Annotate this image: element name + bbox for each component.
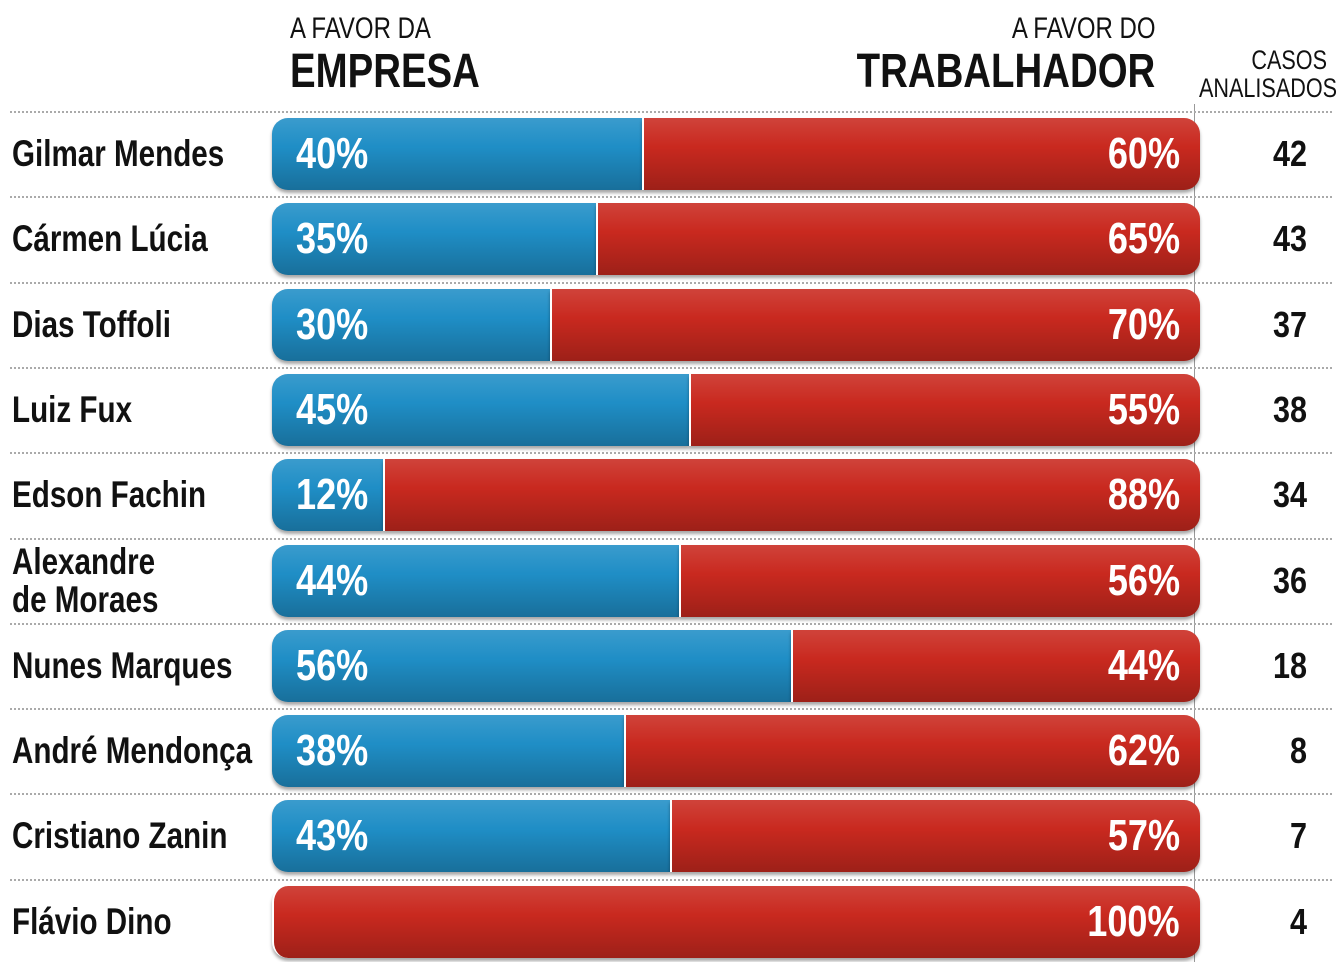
bar-segment <box>272 118 643 190</box>
bar-segment <box>596 203 1200 276</box>
category-label: Alexandre de Moraes <box>12 540 159 620</box>
cases-value: 43 <box>1272 218 1307 260</box>
value-label: 100% <box>1087 896 1180 946</box>
value-label: 70% <box>1107 299 1180 349</box>
cases-value: 4 <box>1289 900 1307 942</box>
category-label: Nunes Marques <box>12 644 233 686</box>
bar-segment <box>549 288 1200 361</box>
category-label: Luiz Fux <box>12 388 133 430</box>
bar-segment <box>688 373 1200 446</box>
value-label: 56% <box>296 640 369 690</box>
row-separator <box>10 793 1332 796</box>
value-label: 55% <box>1107 384 1180 434</box>
category-label: Edson Fachin <box>12 474 207 516</box>
bar-segment <box>272 203 597 276</box>
value-label: 43% <box>296 811 369 861</box>
value-label: 62% <box>1107 726 1180 776</box>
bar-segment <box>272 459 384 532</box>
value-label: 45% <box>296 384 369 434</box>
value-label: 44% <box>1107 640 1180 690</box>
bar-segment <box>272 373 689 446</box>
bar-segment <box>272 629 791 702</box>
row-separator <box>10 281 1332 284</box>
legend-prefix: A FAVOR DO <box>1011 12 1155 45</box>
cases-value: 34 <box>1272 474 1307 516</box>
category-label: Dias Toffoli <box>12 303 171 345</box>
cases-value: 8 <box>1289 730 1307 772</box>
legend-entry: EMPRESA <box>290 45 480 98</box>
cases-title: CASOS ANALISADOS <box>1199 45 1338 103</box>
bar-segment <box>642 118 1200 190</box>
column-divider <box>1194 104 1195 962</box>
value-label: 40% <box>296 129 369 178</box>
value-label: 57% <box>1107 811 1180 861</box>
cases-value: 36 <box>1272 559 1307 601</box>
cases-value: 38 <box>1272 388 1307 430</box>
category-label: Flávio Dino <box>12 900 172 942</box>
cases-value: 18 <box>1272 644 1307 686</box>
value-label: 88% <box>1107 470 1180 520</box>
row-separator <box>10 537 1332 540</box>
value-label: 35% <box>296 214 369 264</box>
cases-value: 7 <box>1289 815 1307 857</box>
value-label: 30% <box>296 299 369 349</box>
bar-segment <box>670 800 1200 873</box>
legend-entry: TRABALHADOR <box>856 45 1155 98</box>
category-label: Gilmar Mendes <box>12 133 225 174</box>
value-label: 65% <box>1107 214 1180 264</box>
bar-segment <box>272 715 624 788</box>
category-label: Cármen Lúcia <box>12 218 208 260</box>
cases-value: 42 <box>1272 133 1307 174</box>
bar-segment <box>272 800 671 873</box>
row-separator <box>10 708 1332 711</box>
row-separator <box>10 452 1332 455</box>
bar-segment <box>623 715 1200 788</box>
bar-segment <box>272 544 680 617</box>
row-separator <box>10 196 1332 199</box>
row-separator <box>10 622 1332 625</box>
row-separator <box>10 878 1332 881</box>
value-label: 38% <box>296 726 369 776</box>
value-label: 56% <box>1107 555 1180 605</box>
row-separator <box>10 111 1332 113</box>
category-label: André Mendonça <box>12 730 253 772</box>
bar-segment <box>383 459 1200 532</box>
value-label: 60% <box>1107 129 1180 178</box>
bar-segment <box>272 885 1200 958</box>
value-label: 12% <box>296 470 369 520</box>
value-label: 44% <box>296 555 369 605</box>
bar-segment <box>679 544 1200 617</box>
bar-segment <box>272 288 550 361</box>
legend-prefix: A FAVOR DA <box>290 12 431 45</box>
row-separator <box>10 366 1332 369</box>
bar-segment <box>790 629 1200 702</box>
category-label: Cristiano Zanin <box>12 815 228 857</box>
cases-value: 37 <box>1272 303 1307 345</box>
